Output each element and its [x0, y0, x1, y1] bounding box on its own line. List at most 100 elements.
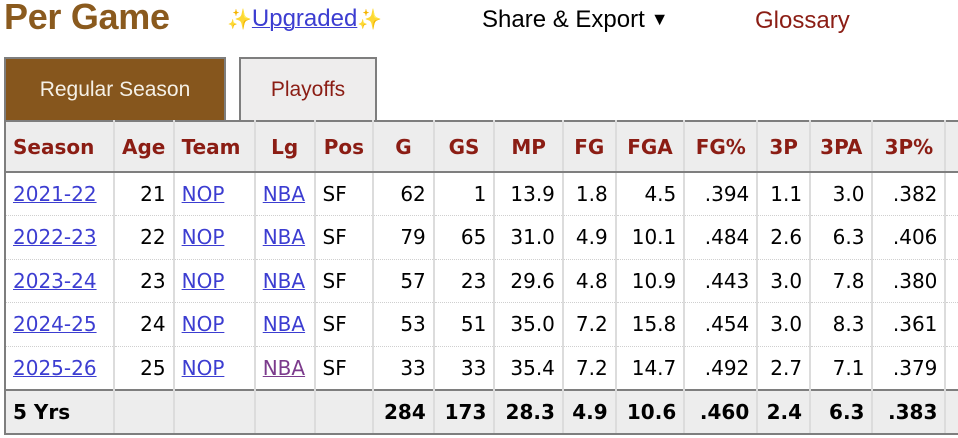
league-link[interactable]: NBA [262, 355, 306, 380]
pos-cell: SF [314, 172, 375, 216]
age-cell: 21 [113, 172, 175, 216]
table-row: 2023-24 23 NOP NBA SF 57 23 29.6 4.8 10.… [6, 259, 958, 303]
league-cell [254, 388, 316, 435]
page-title: Per Game [4, 0, 170, 37]
3p-pct-cell: .383 [872, 388, 947, 435]
gs-cell: 33 [433, 346, 496, 390]
league-cell: NBA [254, 302, 316, 347]
sparkle-icon: ✨ [357, 8, 383, 31]
table-header-row: Season Age Team Lg Pos G GS MP FG FGA FG… [6, 120, 958, 173]
league-link[interactable]: NBA [262, 312, 306, 337]
column-header-season[interactable]: Season [6, 120, 115, 173]
truncated-cell [945, 259, 958, 303]
season-link[interactable]: 2021-22 [13, 182, 97, 206]
season-cell: 2025-26 [6, 346, 115, 390]
season-cell: 2024-25 [6, 302, 115, 347]
3pa-cell: 6.3 [810, 215, 874, 260]
3p-pct-cell: .382 [872, 172, 947, 216]
team-cell: NOP [173, 302, 256, 347]
tab-playoffs[interactable]: Playoffs [239, 57, 377, 120]
league-link[interactable]: NBA [262, 182, 306, 206]
column-header-g[interactable]: G [373, 120, 435, 173]
league-cell: NBA [254, 172, 316, 216]
fg-pct-cell: .394 [684, 172, 759, 216]
3pa-cell: 7.1 [810, 346, 874, 390]
age-cell: 23 [113, 259, 175, 303]
column-header-3p[interactable]: 3P [757, 120, 812, 173]
fg-cell: 1.8 [562, 172, 617, 216]
fg-cell: 4.8 [562, 259, 617, 303]
3p-cell: 2.4 [757, 388, 812, 435]
team-link[interactable]: NOP [181, 182, 225, 206]
column-header-3p-pct[interactable]: 3P% [872, 120, 947, 173]
fg-pct-cell: .484 [684, 215, 759, 260]
g-cell: 53 [373, 302, 435, 347]
league-cell: NBA [254, 215, 316, 260]
tab-regular-season[interactable]: Regular Season [4, 57, 226, 120]
team-cell [173, 388, 256, 435]
per-game-table-container: Season Age Team Lg Pos G GS MP FG FGA FG… [4, 120, 958, 435]
column-header-fg-pct[interactable]: FG% [684, 120, 759, 173]
league-link[interactable]: NBA [262, 225, 306, 250]
age-cell [113, 388, 175, 435]
fga-cell: 15.8 [615, 302, 686, 347]
fg-pct-cell: .454 [684, 302, 759, 347]
team-link[interactable]: NOP [181, 225, 225, 250]
fga-cell: 10.1 [615, 215, 686, 260]
season-link[interactable]: 2022-23 [13, 225, 97, 250]
column-header-age[interactable]: Age [113, 120, 175, 173]
3p-pct-cell: .379 [872, 346, 947, 390]
column-header-fga[interactable]: FGA [615, 120, 686, 173]
glossary-link[interactable]: Glossary [755, 7, 850, 34]
team-link[interactable]: NOP [181, 355, 225, 380]
pos-cell: SF [314, 259, 375, 303]
fga-cell: 4.5 [615, 172, 686, 216]
gs-cell: 65 [433, 215, 496, 260]
caret-down-icon: ▼ [650, 9, 669, 29]
share-export-menu[interactable]: Share & Export ▼ [482, 6, 669, 34]
season-link[interactable]: 2025-26 [13, 355, 97, 380]
fga-cell: 10.9 [615, 259, 686, 303]
g-cell: 33 [373, 346, 435, 390]
column-header-pos[interactable]: Pos [314, 120, 375, 173]
3pa-cell: 3.0 [810, 172, 874, 216]
column-header-fg[interactable]: FG [562, 120, 617, 173]
column-header-lg[interactable]: Lg [254, 120, 316, 173]
table-row: 2024-25 24 NOP NBA SF 53 51 35.0 7.2 15.… [6, 302, 958, 347]
mp-cell: 35.4 [494, 346, 564, 390]
mp-cell: 28.3 [494, 388, 564, 435]
g-cell: 62 [373, 172, 435, 216]
column-header-team[interactable]: Team [173, 120, 256, 173]
column-header-3pa[interactable]: 3PA [810, 120, 874, 173]
column-header-gs[interactable]: GS [433, 120, 496, 173]
section-header: Per Game ✨ Upgraded ✨ Share & Export ▼ Gl… [0, 0, 958, 44]
age-cell: 24 [113, 302, 175, 347]
league-link[interactable]: NBA [262, 268, 306, 293]
3p-cell: 2.6 [757, 215, 812, 260]
table-row: 2022-23 22 NOP NBA SF 79 65 31.0 4.9 10.… [6, 215, 958, 260]
season-cell: 2022-23 [6, 215, 115, 260]
fg-pct-cell: .492 [684, 346, 759, 390]
season-link[interactable]: 2024-25 [13, 312, 97, 337]
g-cell: 79 [373, 215, 435, 260]
3pa-cell: 8.3 [810, 302, 874, 347]
pos-cell: SF [314, 302, 375, 347]
3p-cell: 3.0 [757, 302, 812, 347]
fga-cell: 10.6 [615, 388, 686, 435]
g-cell: 57 [373, 259, 435, 303]
sparkle-icon: ✨ [227, 8, 252, 31]
truncated-cell [945, 302, 958, 347]
pos-cell [314, 388, 375, 435]
column-header-truncated [945, 120, 958, 173]
3p-pct-cell: .406 [872, 215, 947, 260]
team-link[interactable]: NOP [181, 268, 225, 293]
column-header-mp[interactable]: MP [494, 120, 564, 173]
truncated-cell [945, 346, 958, 390]
age-cell: 25 [113, 346, 175, 390]
table-row: 2025-26 25 NOP NBA SF 33 33 35.4 7.2 14.… [6, 346, 958, 390]
team-link[interactable]: NOP [181, 312, 225, 337]
fg-cell: 4.9 [562, 388, 617, 435]
share-export-label: Share & Export [482, 6, 645, 33]
season-link[interactable]: 2023-24 [13, 268, 97, 293]
upgraded-link[interactable]: Upgraded [251, 5, 358, 32]
